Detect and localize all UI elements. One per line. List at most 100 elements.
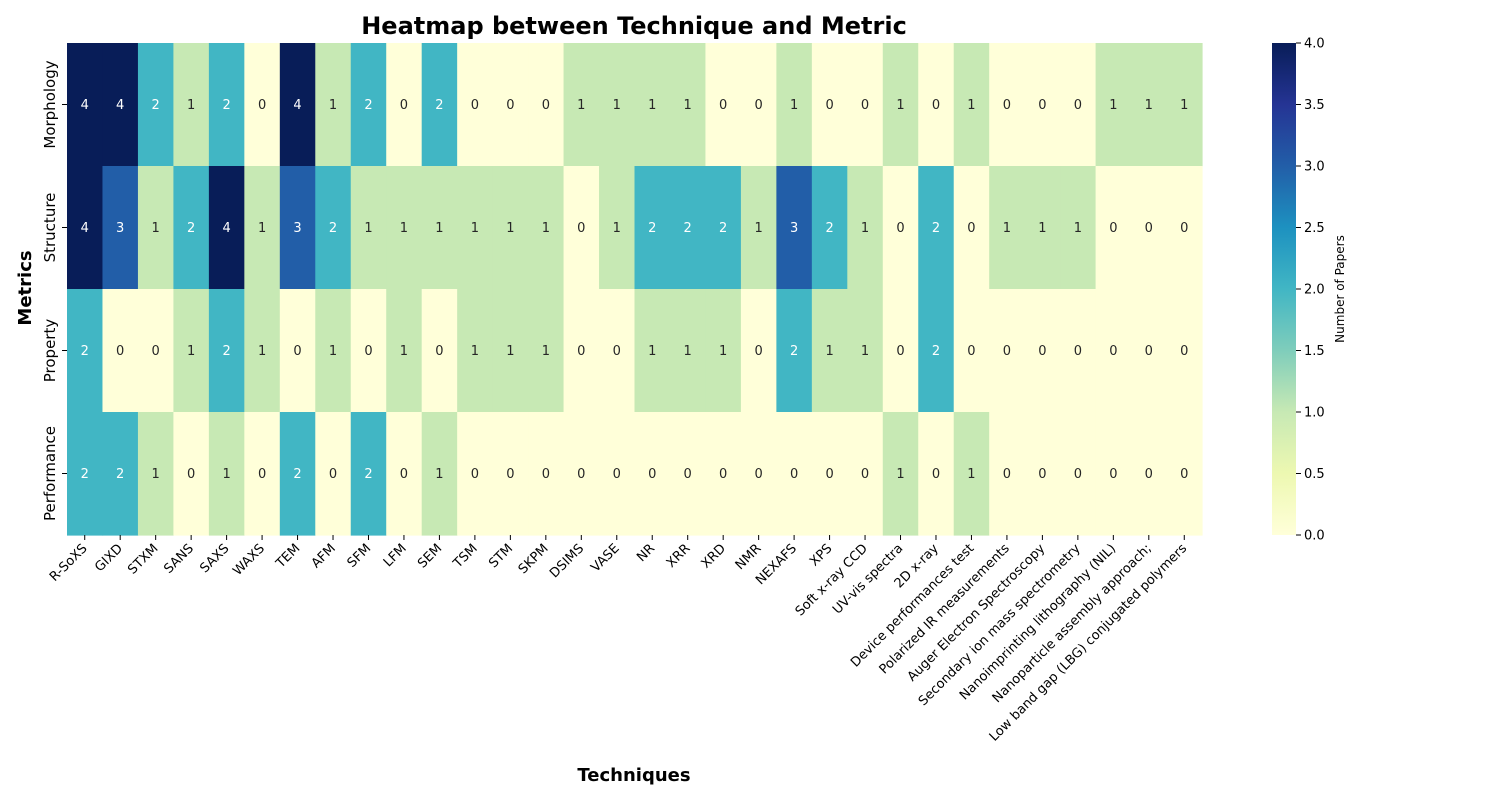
heatmap-cell: [918, 166, 955, 290]
cell-value-label: 1: [435, 467, 443, 482]
heatmap-cell: [989, 412, 1026, 536]
heatmap-cell: [634, 289, 671, 413]
heatmap-cell: [811, 289, 848, 413]
cell-value-label: 0: [577, 221, 585, 236]
cell-value-label: 1: [258, 221, 266, 236]
cell-value-label: 1: [648, 98, 656, 113]
cell-value-label: 4: [293, 98, 301, 113]
y-tick-label: Performance: [41, 426, 59, 521]
heatmap-cell: [102, 412, 139, 536]
cell-value-label: 0: [293, 344, 301, 359]
heatmap-cell: [989, 289, 1026, 413]
heatmap-cell: [811, 166, 848, 290]
heatmap-cell: [599, 412, 636, 536]
heatmap-cell: [918, 289, 955, 413]
heatmap-cell: [421, 412, 458, 536]
cell-value-label: 0: [1003, 98, 1011, 113]
cell-value-label: 1: [754, 221, 762, 236]
heatmap-cell: [350, 166, 387, 290]
heatmap-cell: [528, 412, 565, 536]
heatmap-cell: [244, 412, 281, 536]
cell-value-label: 1: [790, 98, 798, 113]
heatmap-cell: [67, 166, 104, 290]
heatmap-cell: [457, 43, 494, 167]
cell-value-label: 0: [613, 467, 621, 482]
heatmap-cell: [315, 289, 352, 413]
heatmap-cell: [1095, 289, 1132, 413]
cell-value-label: 0: [577, 344, 585, 359]
heatmap-cell: [882, 412, 919, 536]
cell-value-label: 0: [1145, 344, 1153, 359]
cell-value-label: 0: [861, 98, 869, 113]
x-tick-label: XPS: [807, 541, 835, 569]
heatmap-cell: [776, 289, 813, 413]
cell-value-label: 0: [364, 344, 372, 359]
heatmap-cell: [457, 289, 494, 413]
y-tick-label: Structure: [41, 193, 59, 263]
cell-value-label: 0: [542, 98, 550, 113]
cell-value-label: 1: [364, 221, 372, 236]
heatmap-cell: [102, 289, 139, 413]
cell-value-label: 1: [506, 221, 514, 236]
colorbar: [1272, 43, 1296, 535]
heatmap-cell: [740, 166, 777, 290]
x-tick-label: SANS: [161, 541, 197, 577]
heatmap-cell: [1166, 289, 1203, 413]
cell-value-label: 1: [152, 467, 160, 482]
heatmap-cell: [279, 43, 316, 167]
heatmap-cell: [102, 166, 139, 290]
heatmap-cell: [989, 43, 1026, 167]
cell-value-label: 1: [861, 221, 869, 236]
cell-value-label: 0: [542, 467, 550, 482]
x-tick-label: XRR: [664, 541, 694, 571]
x-tick-label: NMR: [733, 541, 765, 573]
cell-value-label: 2: [364, 467, 372, 482]
cell-value-label: 0: [1109, 467, 1117, 482]
heatmap-cell: [244, 166, 281, 290]
heatmap-cell: [1095, 43, 1132, 167]
cell-value-label: 3: [116, 221, 124, 236]
cell-value-label: 0: [754, 98, 762, 113]
heatmap-cell: [315, 166, 352, 290]
heatmap-cell: [918, 43, 955, 167]
cell-annotations: 4 4 2 1 2 0 4 1 2 0 2 0 0 0 1 1 1 1 0 0 1 0 0 1 0 1 0 0 0 1 1 1 4 3 1 2 4 1 3 2…: [81, 98, 1189, 482]
heatmap-cell: [847, 412, 884, 536]
chart-title: Heatmap between Technique and Metric: [361, 12, 907, 40]
heatmap-cell: [953, 166, 990, 290]
cell-value-label: 0: [1109, 344, 1117, 359]
cell-value-label: 0: [1038, 344, 1046, 359]
colorbar-tick-label: 2.0: [1304, 283, 1325, 298]
heatmap-cell: [1095, 412, 1132, 536]
cell-value-label: 0: [861, 467, 869, 482]
colorbar-tick-label: 1.5: [1304, 344, 1325, 359]
heatmap-cell: [102, 43, 139, 167]
x-tick-label: SFM: [345, 541, 375, 571]
heatmap-cell: [776, 412, 813, 536]
cell-value-label: 1: [329, 344, 337, 359]
cell-value-label: 0: [648, 467, 656, 482]
cell-value-label: 1: [1180, 98, 1188, 113]
x-tick-label: GIXD: [92, 541, 126, 575]
heatmap-cell: [350, 412, 387, 536]
cell-value-label: 0: [825, 467, 833, 482]
heatmap-cell: [173, 289, 210, 413]
heatmap-cell: [634, 43, 671, 167]
heatmap-cell: [173, 412, 210, 536]
heatmap-cell: [386, 43, 423, 167]
cell-value-label: 0: [1038, 467, 1046, 482]
colorbar-tick-label: 2.5: [1304, 221, 1325, 236]
cell-value-label: 0: [152, 344, 160, 359]
cell-value-label: 1: [400, 344, 408, 359]
cell-value-label: 1: [542, 344, 550, 359]
cell-value-label: 1: [1145, 98, 1153, 113]
cell-value-label: 2: [81, 344, 89, 359]
colorbar-tick-label: 0.5: [1304, 467, 1325, 482]
heatmap-cell: [705, 166, 742, 290]
heatmap-cell: [208, 412, 245, 536]
heatmap-cell: [492, 43, 529, 167]
cell-value-label: 1: [684, 344, 692, 359]
heatmap-cell: [811, 412, 848, 536]
heatmap-cells: [67, 43, 1203, 536]
